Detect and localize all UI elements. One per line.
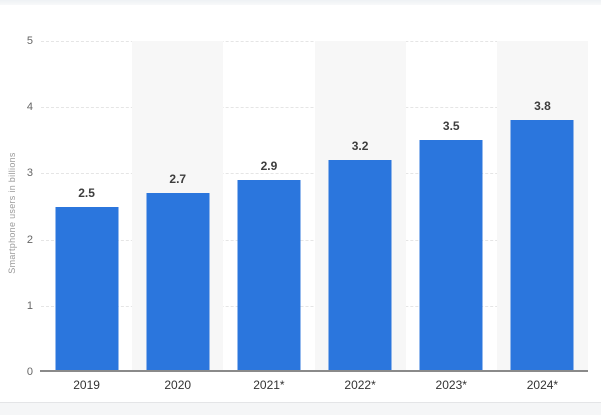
column-2022*: 3.2 [314,41,406,372]
y-tick-label-0: 0 [26,366,33,378]
bar-value-label-2021*: 2.9 [260,159,278,174]
y-tick-label-1: 1 [26,299,33,312]
bar-value-label-2023*: 3.5 [442,119,460,134]
bar-value-label-2019: 2.5 [78,185,95,200]
page-top-strip [0,0,601,5]
bar-2024*[interactable] [510,120,574,372]
bar-2022*[interactable] [328,160,392,372]
column-2023*: 3.5 [406,41,497,372]
column-2021*: 2.9 [223,41,314,372]
column-2020: 2.7 [132,41,224,372]
x-tick-label-2023*: 2023* [435,378,467,392]
bar-2019[interactable] [55,206,119,372]
x-tick-label-2019: 2019 [73,378,100,392]
page-bottom-strip [0,402,601,415]
x-tick-label-2020: 2020 [164,378,192,392]
y-tick-label-4: 4 [26,101,33,114]
bar-2021*[interactable] [237,180,301,372]
y-tick-label-3: 3 [26,167,33,180]
bar-2020[interactable] [146,193,210,372]
column-2024*: 3.8 [496,41,588,372]
x-axis-line [40,370,588,372]
x-tick-label-2024*: 2024* [526,378,559,392]
plot-area: 2.5 2.7 2.9 3.2 3.5 3.8 [41,41,588,372]
y-tick-label-5: 5 [26,35,33,47]
x-tick-label-2021*: 2021* [253,378,285,392]
bar-2023*[interactable] [419,140,483,372]
bar-value-label-2024*: 3.8 [534,99,551,114]
column-2019: 2.5 [41,41,132,372]
bar-value-label-2022*: 3.2 [351,139,369,154]
bar-value-label-2020: 2.7 [169,172,187,187]
y-tick-label-2: 2 [26,233,33,246]
y-axis-title: Smartphone users in billions [7,152,17,274]
x-tick-label-2022*: 2022* [344,378,376,392]
